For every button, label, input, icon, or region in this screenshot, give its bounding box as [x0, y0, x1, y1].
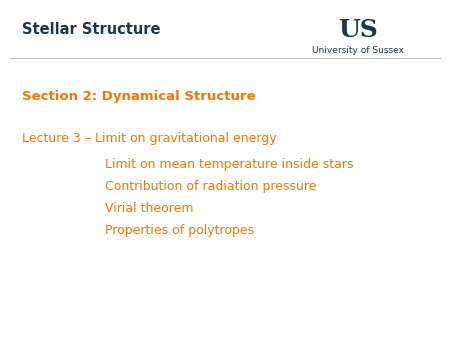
Text: US: US [338, 18, 378, 42]
Text: Section 2: Dynamical Structure: Section 2: Dynamical Structure [22, 90, 256, 103]
Text: Stellar Structure: Stellar Structure [22, 22, 161, 37]
Text: Lecture 3 – Limit on gravitational energy: Lecture 3 – Limit on gravitational energ… [22, 132, 277, 145]
Text: Properties of polytropes: Properties of polytropes [105, 224, 254, 237]
Text: University of Sussex: University of Sussex [312, 46, 404, 55]
Text: Virial theorem: Virial theorem [105, 202, 194, 215]
Text: Limit on mean temperature inside stars: Limit on mean temperature inside stars [105, 158, 354, 171]
Text: Contribution of radiation pressure: Contribution of radiation pressure [105, 180, 316, 193]
